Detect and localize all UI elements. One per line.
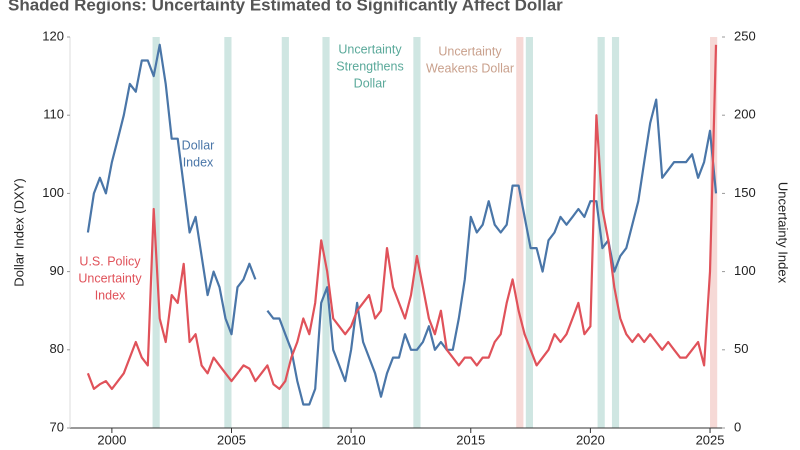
shaded-region (413, 37, 421, 428)
shaded-region (710, 37, 718, 428)
annotation: Weakens Dollar (426, 61, 514, 75)
annotation: Uncertainty (78, 271, 142, 285)
y-tick-label: 110 (43, 107, 64, 122)
y-tick-label: 90 (50, 263, 64, 278)
annotation: Strengthens (336, 59, 403, 73)
y2-tick-label: 150 (734, 185, 756, 200)
annotation: Uncertainty (338, 42, 402, 56)
shaded-region (224, 37, 232, 428)
y-tick-label: 80 (50, 341, 64, 356)
x-tick-label: 2005 (217, 432, 246, 447)
y-axis-label: Dollar Index (DXY) (11, 178, 26, 286)
y2-tick-label: 50 (734, 341, 748, 356)
series-line (86, 43, 718, 406)
shaded-region (611, 37, 620, 428)
y2-tick-label: 100 (734, 263, 756, 278)
y2-tick-label: 250 (734, 28, 756, 43)
shaded-region (525, 37, 533, 428)
y2-axis-label: Uncertainty Index (776, 182, 791, 284)
annotation: Dollar (182, 138, 215, 152)
x-tick-label: 2020 (576, 432, 605, 447)
annotation: Uncertainty (438, 44, 502, 58)
y-tick-label: 120 (42, 28, 64, 43)
x-tick-label: 2010 (337, 432, 366, 447)
x-tick-label: 2000 (97, 432, 126, 447)
y2-tick-label: 200 (734, 107, 756, 122)
annotation: Index (95, 288, 126, 302)
annotation: Index (183, 155, 214, 169)
annotation: U.S. Policy (79, 254, 141, 268)
shaded-region (516, 37, 524, 428)
y-tick-label: 70 (50, 419, 64, 434)
shaded-region (152, 37, 160, 428)
x-tick-label: 2015 (456, 432, 485, 447)
series-line (86, 44, 718, 390)
chart-title: Shaded Regions: Uncertainty Estimated to… (8, 0, 563, 14)
x-tick-label: 2025 (696, 432, 725, 447)
annotation: Dollar (354, 76, 387, 90)
y-tick-label: 100 (42, 185, 64, 200)
shaded-region (322, 37, 330, 428)
shaded-region (281, 37, 289, 428)
y2-tick-label: 0 (734, 419, 741, 434)
